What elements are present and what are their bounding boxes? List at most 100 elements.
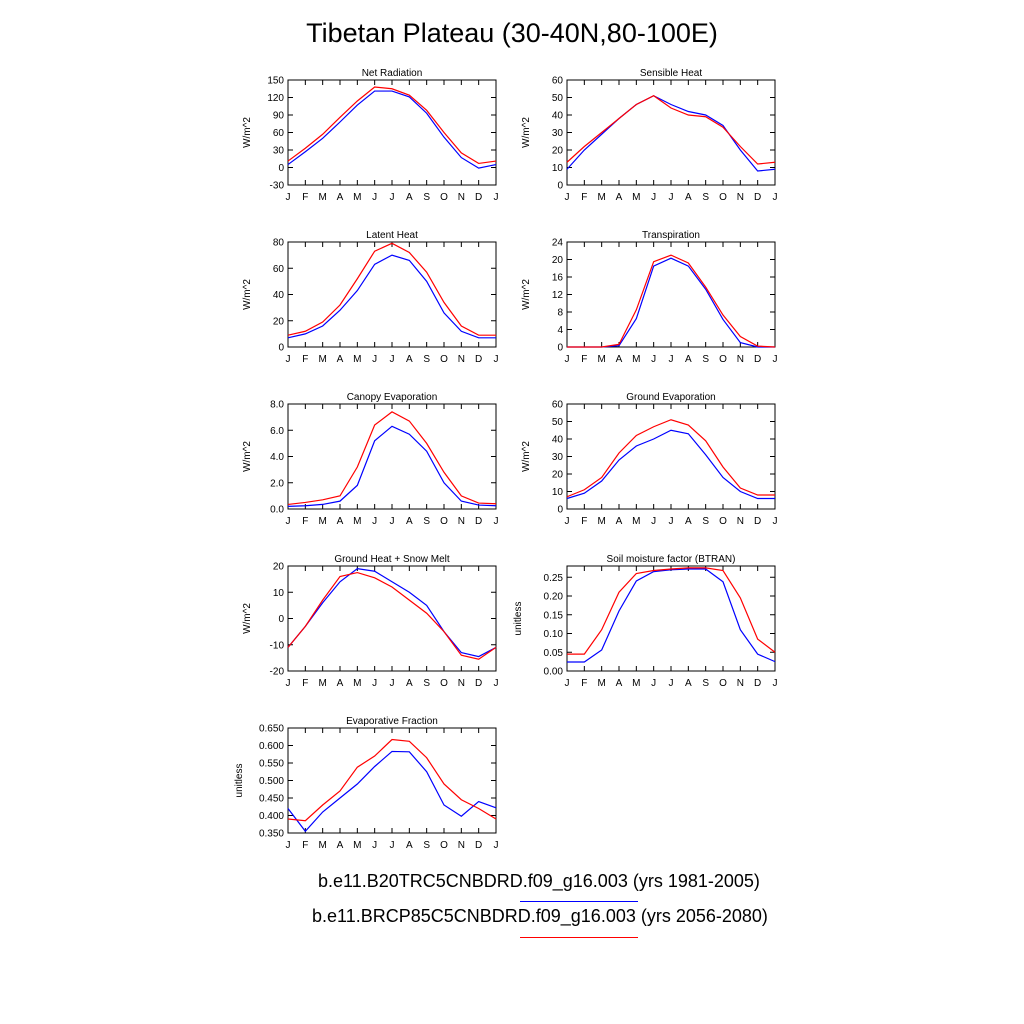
x-tick-label: J — [372, 516, 377, 527]
y-tick-label: 0.00 — [544, 667, 564, 678]
x-tick-label: M — [353, 192, 361, 203]
y-tick-label: 40 — [552, 111, 564, 122]
x-tick-label: D — [475, 354, 482, 365]
legend-swatch-historical — [520, 901, 638, 902]
x-tick-label: S — [702, 516, 709, 527]
x-tick-label: M — [353, 516, 361, 527]
y-tick-label: 24 — [552, 238, 564, 249]
x-tick-label: F — [581, 192, 587, 203]
series-line-future — [287, 571, 497, 660]
series-line-historical — [287, 90, 497, 169]
x-tick-label: A — [685, 354, 692, 365]
x-tick-label: N — [458, 840, 465, 851]
y-tick-label: 0.0 — [270, 505, 284, 516]
x-tick-label: J — [390, 516, 395, 527]
y-tick-label: 0.25 — [544, 573, 564, 584]
x-tick-label: M — [632, 678, 640, 689]
x-tick-label: J — [494, 516, 499, 527]
y-tick-label: 90 — [273, 111, 285, 122]
y-axis-label: W/m^2 — [521, 279, 532, 310]
x-tick-label: A — [685, 678, 692, 689]
x-tick-label: J — [773, 192, 778, 203]
series-line-future — [287, 86, 497, 165]
x-tick-label: N — [737, 678, 744, 689]
x-tick-label: N — [737, 192, 744, 203]
y-tick-label: 30 — [552, 452, 564, 463]
x-tick-label: A — [337, 516, 344, 527]
x-tick-label: F — [581, 516, 587, 527]
y-tick-label: 0 — [278, 614, 284, 625]
x-tick-label: J — [494, 678, 499, 689]
x-tick-label: M — [318, 678, 326, 689]
y-tick-label: 0 — [557, 505, 563, 516]
y-tick-label: 0 — [278, 343, 284, 354]
x-tick-label: S — [702, 192, 709, 203]
x-tick-label: J — [773, 678, 778, 689]
y-tick-label: 60 — [552, 76, 564, 87]
x-tick-label: A — [337, 840, 344, 851]
x-tick-label: D — [754, 516, 761, 527]
x-tick-label: J — [390, 678, 395, 689]
panel-title: Transpiration — [642, 230, 700, 241]
x-tick-label: M — [597, 678, 605, 689]
x-tick-label: A — [616, 516, 623, 527]
x-tick-label: A — [406, 192, 413, 203]
x-tick-label: O — [440, 192, 448, 203]
series-line-future — [287, 411, 497, 506]
panel-title: Evaporative Fraction — [346, 716, 438, 727]
series-line-future — [567, 567, 776, 655]
x-tick-label: J — [372, 354, 377, 365]
x-tick-label: N — [458, 192, 465, 203]
x-tick-label: J — [773, 516, 778, 527]
y-tick-label: 40 — [273, 290, 285, 301]
y-tick-label: 20 — [552, 146, 564, 157]
x-tick-label: O — [719, 192, 727, 203]
y-tick-label: 30 — [552, 128, 564, 139]
y-axis-label: W/m^2 — [242, 117, 253, 148]
x-tick-label: J — [651, 192, 656, 203]
x-tick-label: O — [440, 678, 448, 689]
panel-title: Ground Heat + Snow Melt — [334, 554, 450, 565]
x-tick-label: D — [475, 840, 482, 851]
x-tick-label: A — [406, 840, 413, 851]
x-tick-label: F — [581, 354, 587, 365]
x-tick-label: S — [423, 354, 430, 365]
series-line-historical — [566, 429, 775, 500]
x-tick-label: N — [458, 678, 465, 689]
series-line-historical — [287, 567, 497, 658]
series-line-future — [287, 738, 497, 822]
y-tick-label: -10 — [270, 640, 285, 651]
x-tick-label: J — [565, 516, 570, 527]
x-tick-label: F — [302, 516, 308, 527]
x-tick-label: A — [685, 516, 692, 527]
x-tick-label: O — [440, 840, 448, 851]
x-tick-label: J — [651, 678, 656, 689]
x-tick-label: S — [423, 840, 430, 851]
y-tick-label: 8 — [557, 308, 563, 319]
x-tick-label: O — [719, 678, 727, 689]
y-tick-label: 0 — [557, 181, 563, 192]
x-tick-label: M — [318, 192, 326, 203]
x-tick-label: J — [651, 516, 656, 527]
y-tick-label: 20 — [552, 255, 564, 266]
y-tick-label: 20 — [273, 562, 285, 573]
x-tick-label: J — [286, 354, 291, 365]
y-tick-label: 0.400 — [259, 811, 284, 822]
x-tick-label: A — [337, 354, 344, 365]
y-tick-label: 0.450 — [259, 794, 284, 805]
x-tick-label: N — [737, 516, 744, 527]
series-line-historical — [287, 425, 497, 507]
x-tick-label: D — [754, 354, 761, 365]
x-tick-label: S — [423, 678, 430, 689]
plot-frame — [287, 727, 497, 834]
series-line-historical — [566, 95, 776, 172]
series-line-historical — [567, 568, 776, 663]
series-line-historical — [287, 750, 497, 833]
panel-title: Latent Heat — [366, 230, 418, 241]
x-tick-label: N — [458, 516, 465, 527]
x-tick-label: S — [423, 516, 430, 527]
